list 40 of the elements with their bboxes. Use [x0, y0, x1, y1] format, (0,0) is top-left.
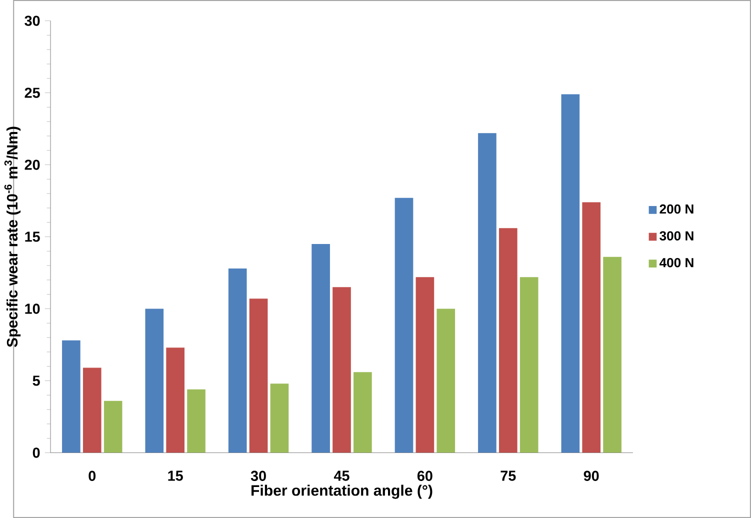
x-tick-label: 45 — [334, 470, 350, 481]
bar — [394, 198, 414, 453]
x-tick-label: 60 — [417, 470, 432, 481]
y-tick-label: 25 — [24, 88, 40, 98]
bar — [145, 308, 164, 453]
y-tick-label: 10 — [25, 304, 40, 314]
x-tick-label: 75 — [500, 470, 516, 481]
bar — [228, 268, 247, 453]
bar — [104, 400, 122, 453]
y-tick-label: 20 — [24, 160, 40, 170]
bar — [249, 298, 268, 453]
bar — [166, 348, 184, 453]
y-tick-label: 15 — [25, 232, 40, 242]
x-tick-label: 30 — [250, 470, 266, 481]
legend-label: 200 N — [660, 204, 694, 214]
bar — [270, 384, 289, 453]
x-tick-label: 15 — [168, 470, 183, 481]
y-axis-title: Specific wear rate (10$^{-6}$ m$^{3}$/Nm) — [4, 126, 21, 348]
bar — [332, 287, 351, 453]
legend-label: 300 N — [660, 231, 694, 240]
y-tick-label: 0 — [32, 448, 40, 458]
bar — [416, 277, 434, 453]
bar — [62, 340, 80, 453]
x-tick-label: 90 — [584, 470, 599, 481]
y-tick-label: 30 — [24, 16, 40, 26]
bar — [561, 94, 580, 453]
bar — [354, 372, 372, 453]
bar — [436, 308, 456, 453]
bar — [312, 244, 330, 453]
legend-label: 400 N — [659, 258, 694, 268]
bar — [498, 228, 518, 453]
bar — [82, 368, 102, 453]
x-tick-label: 0 — [88, 470, 96, 481]
bar — [603, 256, 622, 453]
bar — [478, 133, 496, 453]
bar — [187, 389, 206, 453]
bar — [520, 277, 538, 453]
x-axis-title: Fiber orientation angle (°) — [252, 484, 432, 499]
y-tick-label: 5 — [32, 376, 40, 386]
bar — [582, 202, 601, 453]
